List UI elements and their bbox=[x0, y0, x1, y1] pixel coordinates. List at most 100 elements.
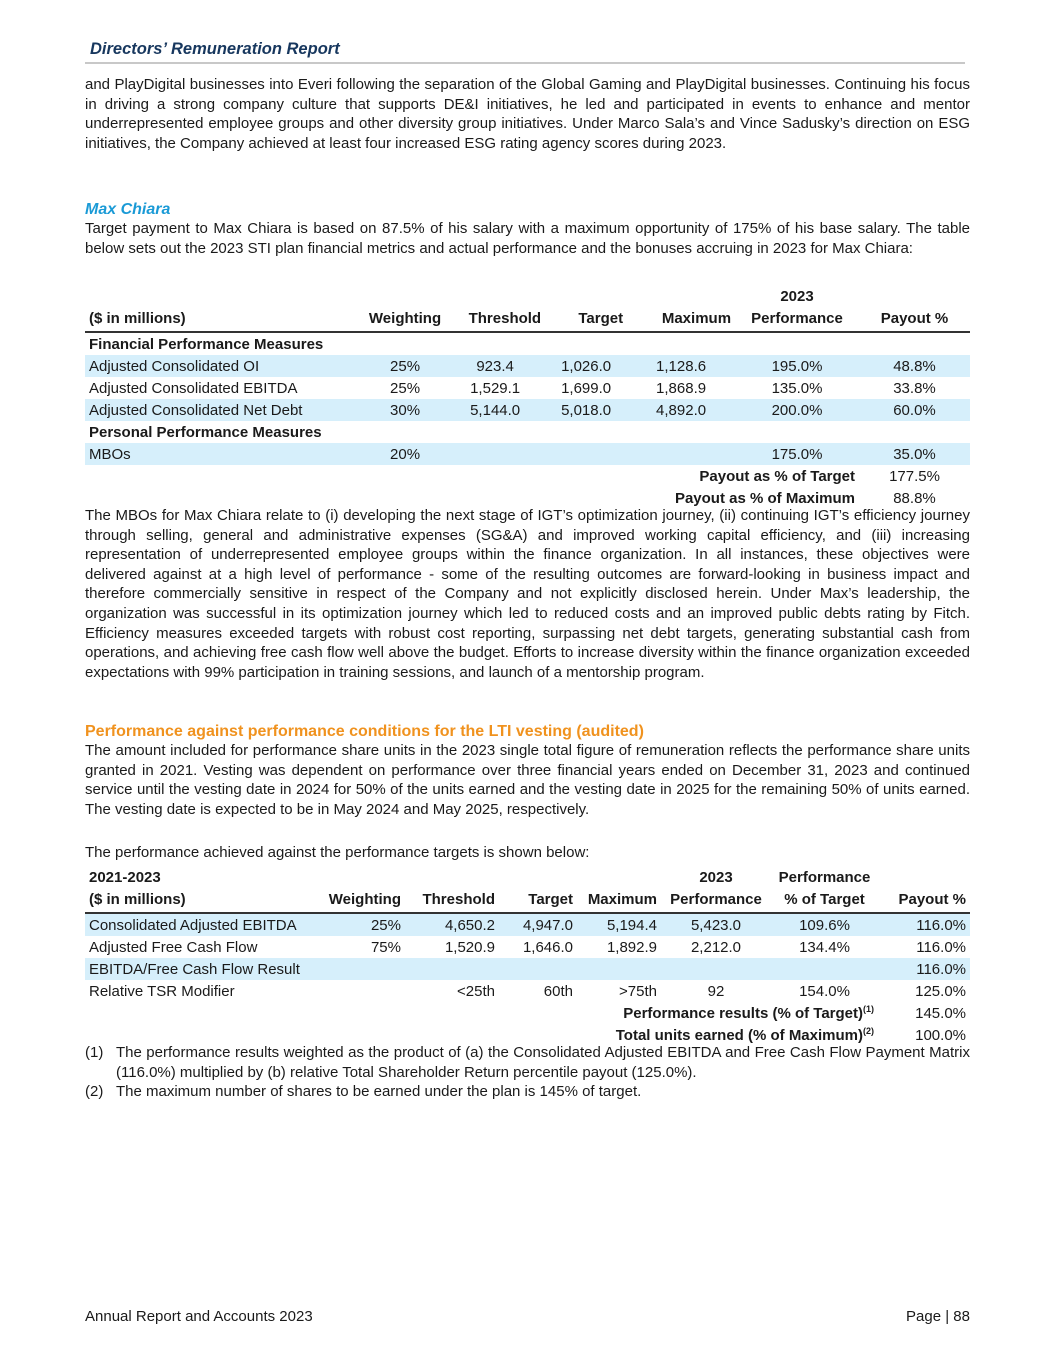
table-row: Total units earned (% of Maximum)(2) 100.… bbox=[85, 1024, 970, 1046]
table-cell: 2,212.0 bbox=[690, 938, 742, 956]
table-cell: 195.0% bbox=[735, 355, 859, 377]
table-cell: 923.4 bbox=[445, 355, 546, 377]
table-row: EBITDA/Free Cash Flow Result 116.0% bbox=[85, 958, 970, 980]
table-cell: 5,018.0 bbox=[545, 399, 628, 421]
table-row: Personal Performance Measures bbox=[85, 421, 970, 443]
table-cell: 60.0% bbox=[859, 399, 970, 421]
table-cell: 200.0% bbox=[735, 399, 859, 421]
table-cell: 25% bbox=[364, 355, 446, 377]
table-cell: Adjusted Free Cash Flow bbox=[89, 938, 258, 956]
table-cell: 125.0% bbox=[915, 982, 966, 1000]
table-cell: 60th bbox=[543, 982, 573, 1000]
table-cell: 134.4% bbox=[799, 938, 850, 956]
table-cell: 20% bbox=[364, 443, 446, 465]
table-cell bbox=[499, 958, 577, 980]
table-cell: <25th bbox=[457, 982, 495, 1000]
total-value: 100.0% bbox=[915, 1026, 966, 1044]
total-label: Performance results (% of Target)(1) bbox=[85, 1002, 878, 1024]
table-cell bbox=[315, 958, 405, 980]
table-cell: 154.0% bbox=[799, 982, 850, 1000]
table-cell: >75th bbox=[619, 982, 657, 1000]
table-cell bbox=[545, 443, 628, 465]
lti-intro: The performance achieved against the per… bbox=[85, 844, 590, 861]
table-cell: Consolidated Adjusted EBITDA bbox=[85, 913, 315, 936]
table-cell: 75% bbox=[370, 938, 401, 956]
table-cell bbox=[445, 443, 546, 465]
table-cell: 5,194.4 bbox=[577, 913, 661, 936]
footnote-2: (2) The maximum number of shares to be ea… bbox=[85, 1083, 642, 1101]
table-row: Adjusted Consolidated EBITDA 25% 1,529.1 1,… bbox=[85, 377, 970, 399]
intro-paragraph: and PlayDigital businesses into Everi fo… bbox=[85, 76, 970, 152]
table-row: Adjusted Free Cash Flow 75% 1,520.9 1,646.0… bbox=[85, 936, 970, 958]
total-label: Payout as % of Maximum bbox=[674, 489, 855, 507]
footer-report-title: Annual Report and Accounts 2023 bbox=[85, 1308, 313, 1325]
table-cell: 33.8% bbox=[893, 379, 936, 397]
table-cell: 116.0% bbox=[878, 958, 970, 980]
table-cell: Adjusted Consolidated EBITDA bbox=[89, 379, 298, 397]
table-cell: Relative TSR Modifier bbox=[89, 982, 235, 1000]
total-label-text: Total units earned (% of Maximum) bbox=[615, 1027, 863, 1044]
table-cell: 5,423.0 bbox=[661, 913, 771, 936]
table-row: Performance results (% of Target)(1) 145.… bbox=[85, 1002, 970, 1024]
table-cell: 1,646.0 bbox=[522, 938, 573, 956]
table-cell bbox=[661, 958, 771, 980]
table-cell bbox=[577, 958, 661, 980]
mbo-paragraph: The MBOs for Max Chiara relate to (i) de… bbox=[85, 507, 970, 681]
table-cell: 116.0% bbox=[916, 938, 966, 956]
table-row: Adjusted Consolidated Net Debt 30% 5,144.0… bbox=[85, 399, 970, 421]
footnotes: (1) The performance results weighted as t… bbox=[85, 1043, 970, 1102]
table-cell: 48.8% bbox=[859, 355, 970, 377]
table-cell: 5,144.0 bbox=[445, 399, 546, 421]
footnote-ref: (2) bbox=[863, 1026, 874, 1036]
table-cell: 1,128.6 bbox=[627, 355, 736, 377]
section-label: Personal Performance Measures bbox=[89, 423, 322, 441]
section-heading-lti: Performance against performance conditio… bbox=[85, 723, 644, 740]
table-row: Financial Performance Measures bbox=[85, 332, 970, 355]
table-cell: 109.6% bbox=[771, 913, 878, 936]
total-label: Total units earned (% of Maximum)(2) bbox=[85, 1024, 878, 1046]
total-label-text: Performance results (% of Target) bbox=[623, 1005, 863, 1022]
table-row: MBOs 20% 175.0% 35.0% bbox=[85, 443, 970, 465]
section-label: Financial Performance Measures bbox=[89, 335, 324, 353]
section-heading-max-chiara: Max Chiara bbox=[85, 201, 171, 218]
table-cell: Adjusted Consolidated Net Debt bbox=[85, 399, 365, 421]
table-cell bbox=[627, 443, 736, 465]
table-cell: Adjusted Consolidated OI bbox=[85, 355, 365, 377]
total-value: 145.0% bbox=[915, 1004, 966, 1022]
table-cell: 4,892.0 bbox=[627, 399, 736, 421]
table-cell: 25% bbox=[315, 913, 405, 936]
table-cell bbox=[771, 958, 878, 980]
table-cell: 92 bbox=[707, 982, 725, 1000]
total-value: 88.8% bbox=[893, 489, 936, 507]
table-row: Payout as % of Maximum 88.8% bbox=[85, 487, 970, 509]
footnote-1: (1) The performance results weighted as t… bbox=[85, 1044, 970, 1081]
table-row: Relative TSR Modifier <25th 60th >75th 92 154… bbox=[85, 980, 970, 1002]
table-cell: EBITDA/Free Cash Flow Result bbox=[85, 958, 315, 980]
footnote-ref: (1) bbox=[863, 1004, 874, 1014]
sti-table: 2023 ($ in millions) Weighting Threshold… bbox=[85, 285, 970, 509]
table-cell: 1,699.0 bbox=[561, 379, 612, 397]
lti-paragraph: The amount included for performance shar… bbox=[85, 742, 970, 818]
footer-page-number: Page | 88 bbox=[906, 1308, 970, 1325]
total-value: 177.5% bbox=[889, 467, 940, 485]
lti-table: 2021-2023 2023 Performance ($ in millions)… bbox=[85, 866, 970, 1046]
table-cell: 35.0% bbox=[859, 443, 970, 465]
table-cell: 4,650.2 bbox=[405, 913, 499, 936]
table-row: Consolidated Adjusted EBITDA 25% 4,650.2 4,… bbox=[85, 913, 970, 936]
table-cell bbox=[405, 958, 499, 980]
running-header: Directors’ Remuneration Report bbox=[90, 40, 340, 58]
table-cell: 30% bbox=[364, 399, 446, 421]
table-cell: 4,947.0 bbox=[499, 913, 577, 936]
table-cell bbox=[315, 980, 405, 1002]
table-cell: 135.0% bbox=[771, 379, 823, 397]
table-cell: 1,529.1 bbox=[470, 379, 521, 397]
table-row: Adjusted Consolidated OI 25% 923.4 1,026.0 1… bbox=[85, 355, 970, 377]
header-divider bbox=[85, 62, 965, 64]
table-row: Payout as % of Target 177.5% bbox=[85, 465, 970, 487]
table-cell: 175.0% bbox=[735, 443, 859, 465]
table-cell: MBOs bbox=[85, 443, 365, 465]
table-cell: 1,892.9 bbox=[606, 938, 657, 956]
table-cell: 1,026.0 bbox=[545, 355, 628, 377]
table-cell: 116.0% bbox=[878, 913, 970, 936]
